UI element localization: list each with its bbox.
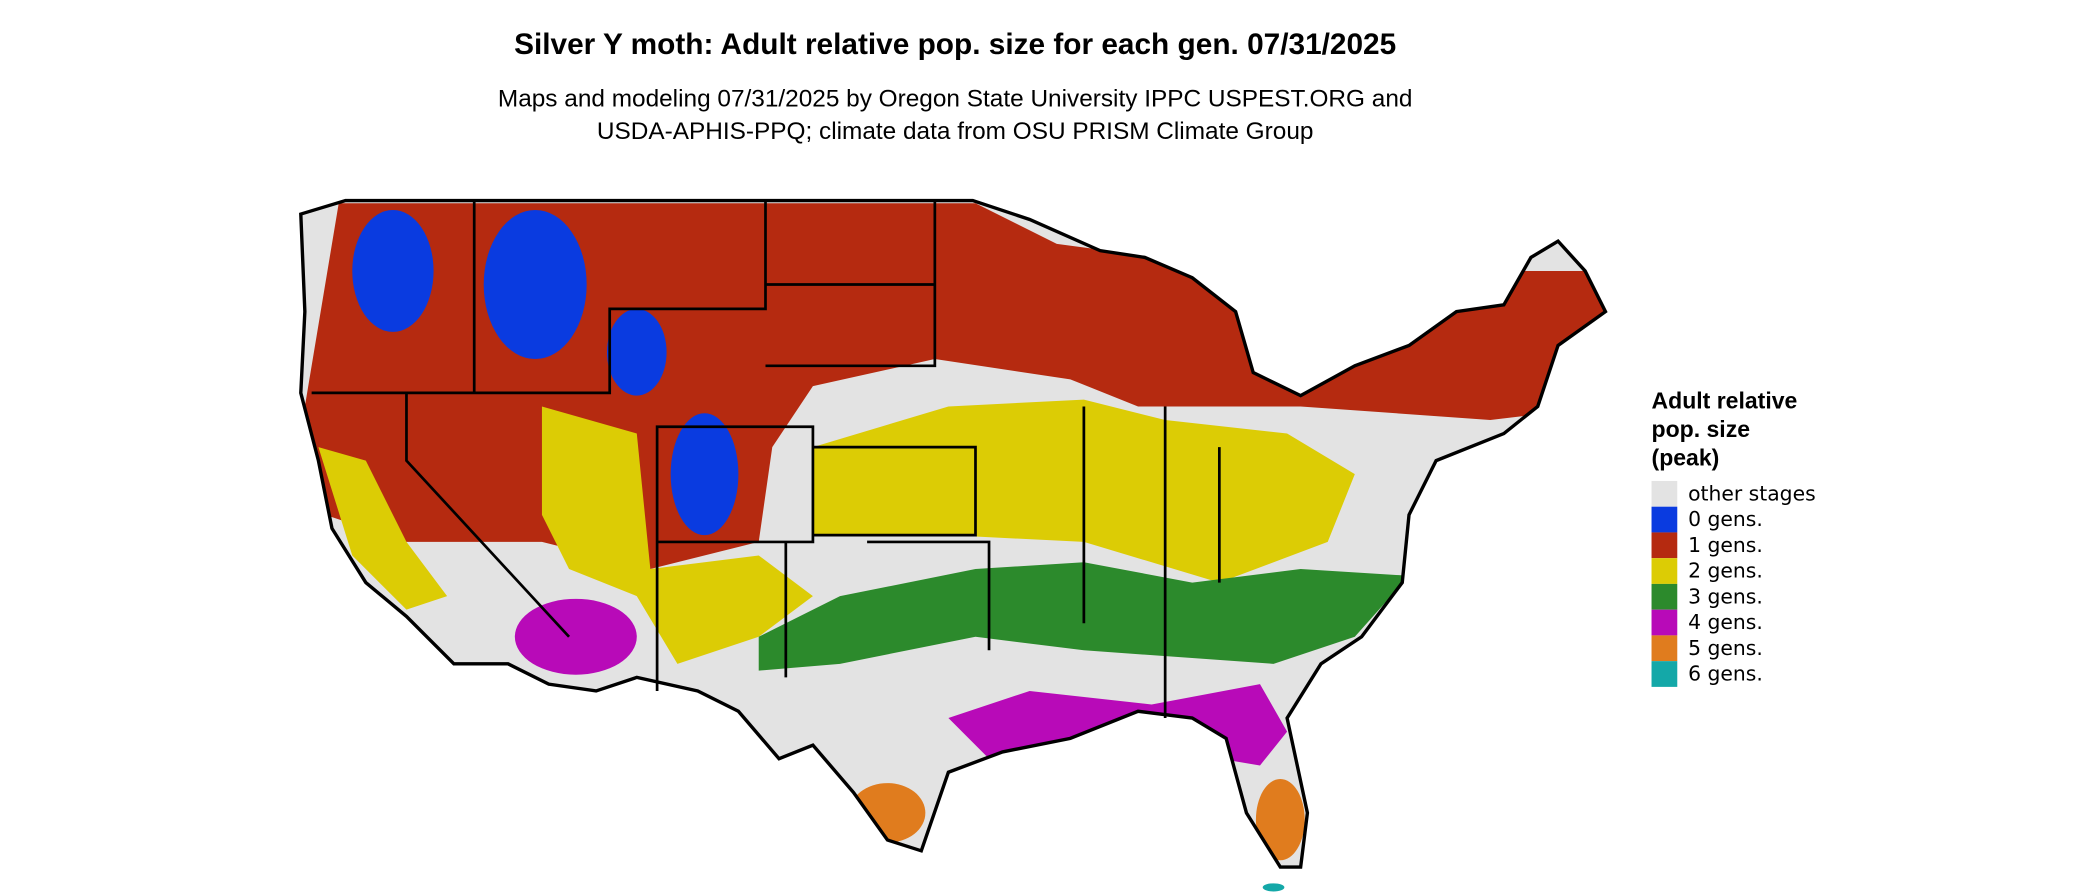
legend-swatch (1651, 532, 1678, 559)
map-region (514, 598, 637, 675)
map-region (483, 209, 587, 360)
map-region (670, 413, 739, 536)
title: Silver Y moth: Adult relative pop. size … (514, 28, 1396, 61)
legend-swatch (1651, 609, 1678, 636)
subtitle: Maps and modeling 07/31/2025 by Oregon S… (498, 86, 1413, 113)
map-region (541, 406, 813, 664)
legend-swatch (1651, 480, 1678, 507)
map-region (1262, 883, 1285, 892)
map-region (352, 209, 434, 332)
legend-label: other stages (1688, 482, 1816, 506)
map-region (318, 447, 448, 610)
state-borders (311, 200, 1221, 719)
legend-swatch (1651, 661, 1678, 687)
map-region (606, 308, 667, 396)
legend-swatch (1651, 558, 1678, 584)
legend-label: 2 gens. (1688, 559, 1763, 583)
legend-label: 1 gens. (1688, 533, 1763, 557)
legend-swatch (1651, 506, 1678, 533)
map-region (1255, 779, 1305, 861)
legend-title: Adult relative (1652, 387, 1798, 413)
legend-swatch (1651, 635, 1678, 662)
legend-title: (peak) (1652, 444, 1720, 470)
legend-label: 4 gens. (1688, 610, 1763, 634)
legend-label: 0 gens. (1688, 507, 1763, 531)
map-region (849, 783, 926, 843)
subtitle: USDA-APHIS-PPQ; climate data from OSU PR… (597, 118, 1314, 145)
legend-swatch (1651, 583, 1678, 610)
legend-label: 5 gens. (1688, 636, 1763, 660)
legend-label: 3 gens. (1688, 584, 1763, 608)
legend-label: 6 gens. (1688, 662, 1763, 686)
legend-title: pop. size (1652, 416, 1751, 442)
